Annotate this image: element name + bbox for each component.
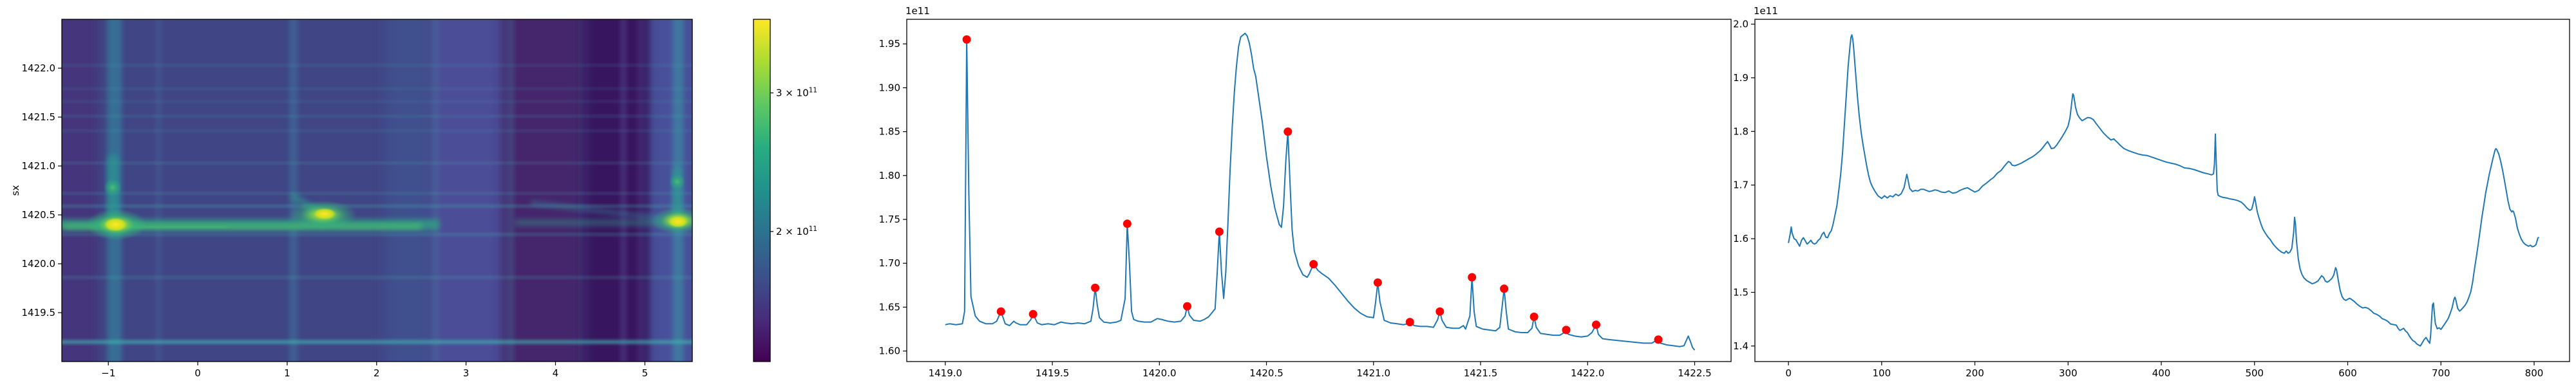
svg-text:1421.5: 1421.5 <box>22 111 56 123</box>
svg-text:1420.5: 1420.5 <box>1249 367 1283 379</box>
svg-text:3 × 1011: 3 × 1011 <box>776 86 817 98</box>
svg-text:1.75: 1.75 <box>879 214 900 225</box>
svg-text:1.90: 1.90 <box>879 82 900 93</box>
svg-text:1422.5: 1422.5 <box>1678 367 1712 379</box>
svg-text:0: 0 <box>1785 367 1792 379</box>
svg-text:1.80: 1.80 <box>879 170 900 181</box>
svg-text:300: 300 <box>2059 367 2078 379</box>
svg-text:3: 3 <box>463 367 469 379</box>
svg-text:2.0: 2.0 <box>1733 19 1748 30</box>
svg-text:1419.5: 1419.5 <box>1036 367 1070 379</box>
svg-text:1420.0: 1420.0 <box>1142 367 1177 379</box>
svg-text:1419.5: 1419.5 <box>22 307 56 318</box>
svg-text:600: 600 <box>2338 367 2357 379</box>
svg-text:1419.0: 1419.0 <box>929 367 963 379</box>
svg-text:1.4: 1.4 <box>1733 340 1748 352</box>
spectrum-canvas: 1419.0 1419.5 1420.0 1420.5 1421.0 1421.5 1422… <box>879 19 1732 379</box>
svg-text:−1: −1 <box>101 367 115 379</box>
svg-text:1421.0: 1421.0 <box>1357 367 1391 379</box>
spectrum-panel: 1e11 1419.0 1419.5 1420.0 1420.5 1421.0 1421.… <box>879 5 1732 379</box>
svg-text:1: 1 <box>284 367 290 379</box>
svg-text:2 × 1011: 2 × 1011 <box>776 225 817 237</box>
svg-text:1.8: 1.8 <box>1733 125 1748 137</box>
svg-text:1.5: 1.5 <box>1733 286 1748 298</box>
svg-text:2: 2 <box>374 367 380 379</box>
svg-text:1.6: 1.6 <box>1733 233 1748 244</box>
svg-text:1422.0: 1422.0 <box>22 62 56 74</box>
svg-text:1.9: 1.9 <box>1733 72 1748 84</box>
svg-text:1422.0: 1422.0 <box>1571 367 1605 379</box>
colorbar-canvas: 3 × 1011 2 × 1011 <box>753 19 817 362</box>
svg-text:100: 100 <box>1873 367 1891 379</box>
svg-text:1420.5: 1420.5 <box>22 209 56 221</box>
svg-text:800: 800 <box>2525 367 2544 379</box>
svg-text:1420.0: 1420.0 <box>22 258 56 270</box>
svg-text:400: 400 <box>2152 367 2171 379</box>
colorbar: 3 × 1011 2 × 1011 <box>753 19 817 362</box>
heatmap-canvas: −1 0 1 2 3 4 5 1419.5 1420.0 1420.5 1421.0 1421.5 14… <box>22 19 693 379</box>
svg-text:700: 700 <box>2432 367 2450 379</box>
svg-text:500: 500 <box>2245 367 2264 379</box>
timeseries-canvas: 0 100 200 300 400 500 600 700 800 1.4 1.5 1.6 1.7 1.8… <box>1733 19 2570 379</box>
svg-text:1.60: 1.60 <box>879 345 900 357</box>
svg-text:1.70: 1.70 <box>879 257 900 269</box>
svg-text:1.85: 1.85 <box>879 126 900 138</box>
svg-text:4: 4 <box>553 367 559 379</box>
svg-text:0: 0 <box>194 367 201 379</box>
heatmap-panel: sx −1 0 1 2 3 4 5 1419.5 1420.0 1420.5 1421.0 1421.… <box>10 19 693 379</box>
svg-text:200: 200 <box>1965 367 1984 379</box>
svg-text:1.65: 1.65 <box>879 301 900 313</box>
svg-text:1421.5: 1421.5 <box>1464 367 1498 379</box>
svg-text:5: 5 <box>642 367 649 379</box>
spectrum-axis-offset-label: 1e11 <box>905 5 930 17</box>
svg-text:1.7: 1.7 <box>1733 179 1748 191</box>
svg-text:1421.0: 1421.0 <box>22 160 56 172</box>
heatmap-ylabel: sx <box>10 185 21 196</box>
timeseries-panel: 1e11 0 100 200 300 400 500 600 700 800 1.4 1.5 1.6 1… <box>1733 5 2570 379</box>
svg-text:1.95: 1.95 <box>879 38 900 50</box>
timeseries-axis-offset-label: 1e11 <box>1754 5 1778 17</box>
